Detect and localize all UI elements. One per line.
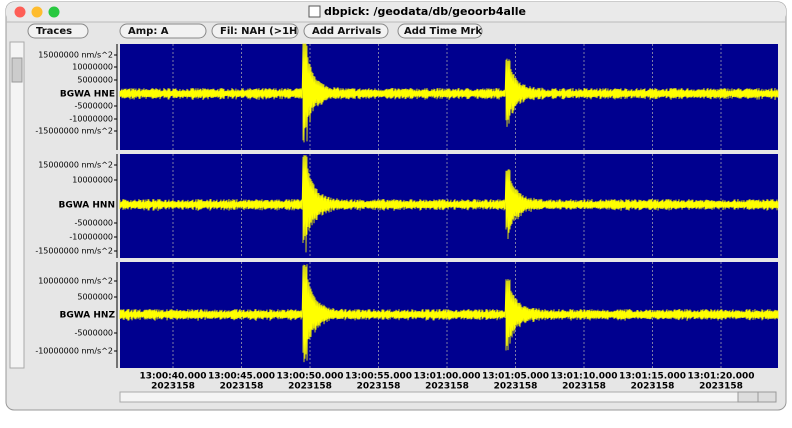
add-time-mark-label: Add Time Mrk <box>404 26 482 37</box>
amplitude-tick-label: -5000000 <box>74 102 113 111</box>
window-title: dbpick: /geodata/db/geoorb4alle <box>324 5 526 18</box>
amplitude-tick-label: -5000000 <box>74 329 113 338</box>
add-arrivals-label: Add Arrivals <box>312 26 381 37</box>
amplitude-tick-label: -10000000 <box>69 115 113 124</box>
amplitude-tick-label: 10000000 <box>72 63 113 72</box>
day-label: 2023158 <box>288 382 332 392</box>
vertical-scrollbar[interactable] <box>9 41 25 369</box>
amplitude-tick-label: 10000000 <box>72 176 113 185</box>
time-label: 13:01:15.000 <box>619 372 686 382</box>
day-label: 2023158 <box>699 382 743 392</box>
trace-label: BGWA HNZ <box>60 311 116 321</box>
day-label: 2023158 <box>494 382 538 392</box>
waveform <box>119 154 779 253</box>
waveform <box>119 264 779 363</box>
time-label: 13:00:55.000 <box>345 372 412 382</box>
amplitude-tick-label: 15000000 nm/s^2 <box>38 161 113 170</box>
day-label: 2023158 <box>631 382 675 392</box>
x-icon <box>308 5 321 18</box>
amplitude-tick-label: -15000000 nm/s^2 <box>35 127 113 136</box>
trace-label: BGWA HNN <box>59 201 115 211</box>
amplitude-tick-label: -10000000 nm/s^2 <box>35 347 113 356</box>
amplitude-tick-label: -15000000 nm/s^2 <box>35 247 113 256</box>
minimize-button[interactable] <box>31 6 43 18</box>
trace-label: BGWA HNE <box>60 90 115 100</box>
title-bar <box>6 2 786 22</box>
scroll-left[interactable] <box>737 391 759 403</box>
time-label: 13:01:10.000 <box>551 372 618 382</box>
time-label: 13:00:45.000 <box>208 372 275 382</box>
day-label: 2023158 <box>562 382 606 392</box>
time-label: 13:01:20.000 <box>688 372 755 382</box>
amplitude-tick-label: -10000000 <box>69 233 113 242</box>
day-label: 2023158 <box>220 382 264 392</box>
zoom-button[interactable] <box>48 6 60 18</box>
time-label: 13:01:00.000 <box>414 372 481 382</box>
add-time-mark-button[interactable] <box>397 23 483 39</box>
day-label: 2023158 <box>357 382 401 392</box>
waveform <box>119 43 779 143</box>
amp-label: Amp: A <box>128 26 169 37</box>
amplitude-tick-label: 5000000 <box>77 293 113 302</box>
amplitude-tick-label: 10000000 nm/s^2 <box>38 277 113 286</box>
filter-button[interactable] <box>211 23 299 39</box>
time-label: 13:00:40.000 <box>140 372 207 382</box>
horizontal-scrollbar[interactable] <box>119 391 777 403</box>
scroll-right[interactable] <box>757 391 777 403</box>
amplitude-tick-label: 15000000 nm/s^2 <box>38 51 113 60</box>
time-label: 13:00:50.000 <box>277 372 344 382</box>
traces-button[interactable] <box>27 23 89 39</box>
day-label: 2023158 <box>425 382 469 392</box>
amp-button[interactable] <box>119 23 207 39</box>
day-label: 2023158 <box>151 382 195 392</box>
add-arrivals-button[interactable] <box>303 23 389 39</box>
close-button[interactable] <box>14 6 26 18</box>
toolbar: Traces Amp: A Fil: NAH (>1H Add Arrivals… <box>27 23 483 39</box>
scroll-thumb[interactable] <box>11 57 23 83</box>
amplitude-tick-label: -5000000 <box>74 219 113 228</box>
amplitude-tick-label: 5000000 <box>77 76 113 85</box>
time-label: 13:01:05.000 <box>482 372 549 382</box>
traces-label: Traces <box>36 26 72 37</box>
filter-label: Fil: NAH (>1H <box>220 26 297 37</box>
